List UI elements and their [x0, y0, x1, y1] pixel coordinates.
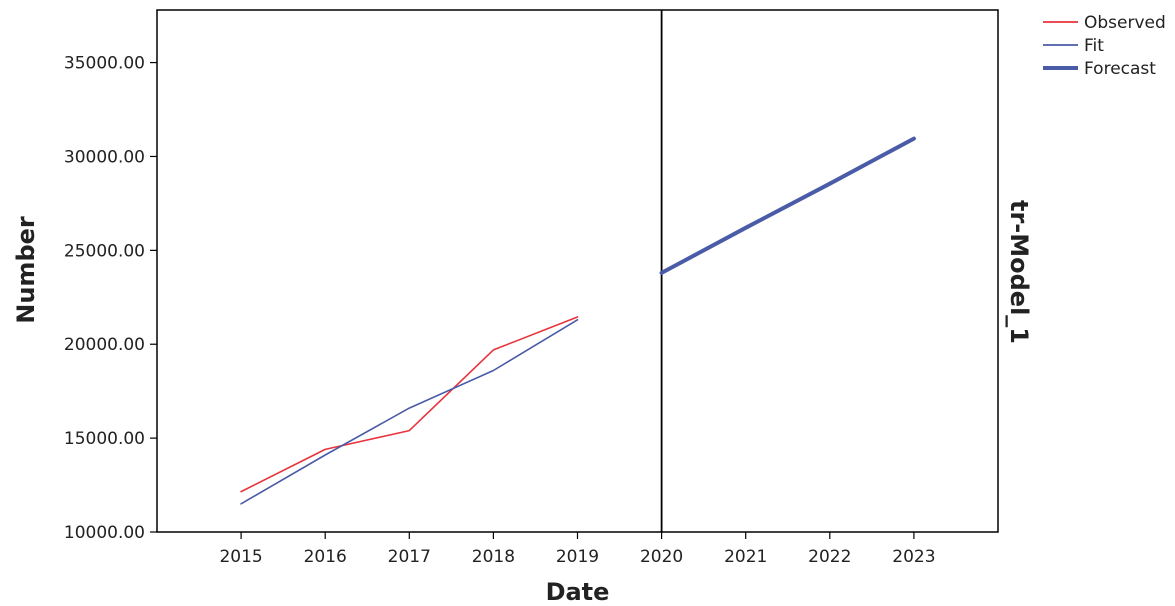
x-tick-label: 2023: [892, 547, 935, 567]
y-tick-label: 30000.00: [64, 147, 145, 167]
axes-layer: 10000.00 15000.00 20000.00 25000.00 30000.00…: [64, 9, 999, 567]
y-tick-label: 25000.00: [64, 241, 145, 261]
x-axis-title: Date: [546, 578, 610, 606]
plot-frame: [156, 9, 999, 533]
series-line-forecast: [659, 136, 916, 275]
series-layer: [240, 136, 916, 505]
x-tick-label: 2021: [724, 547, 767, 567]
series-line-observed: [240, 316, 579, 493]
y-axis-title: Number: [12, 216, 40, 324]
legend-label-fit: Fit: [1084, 36, 1104, 56]
y-tick-label: 35000.00: [64, 54, 145, 74]
legend-label-observed: Observed: [1084, 13, 1166, 33]
panel-label: tr-Model_1: [1005, 200, 1033, 344]
legend-label-forecast: Forecast: [1084, 59, 1156, 79]
x-tick-label: 2017: [388, 547, 431, 567]
labels-layer: Date Number tr-Model_1: [12, 200, 1033, 606]
x-tick-label: 2016: [304, 547, 347, 567]
y-tick-label: 15000.00: [64, 429, 145, 449]
legend: Observed Fit Forecast: [1043, 13, 1166, 79]
series-line-fit: [240, 318, 579, 505]
x-tick-label: 2019: [556, 547, 599, 567]
x-tick-label: 2015: [219, 547, 262, 567]
y-tick-label: 20000.00: [64, 335, 145, 355]
x-tick-label: 2020: [640, 547, 683, 567]
x-tick-label: 2018: [472, 547, 515, 567]
x-tick-label: 2022: [808, 547, 851, 567]
y-tick-label: 10000.00: [64, 523, 145, 543]
